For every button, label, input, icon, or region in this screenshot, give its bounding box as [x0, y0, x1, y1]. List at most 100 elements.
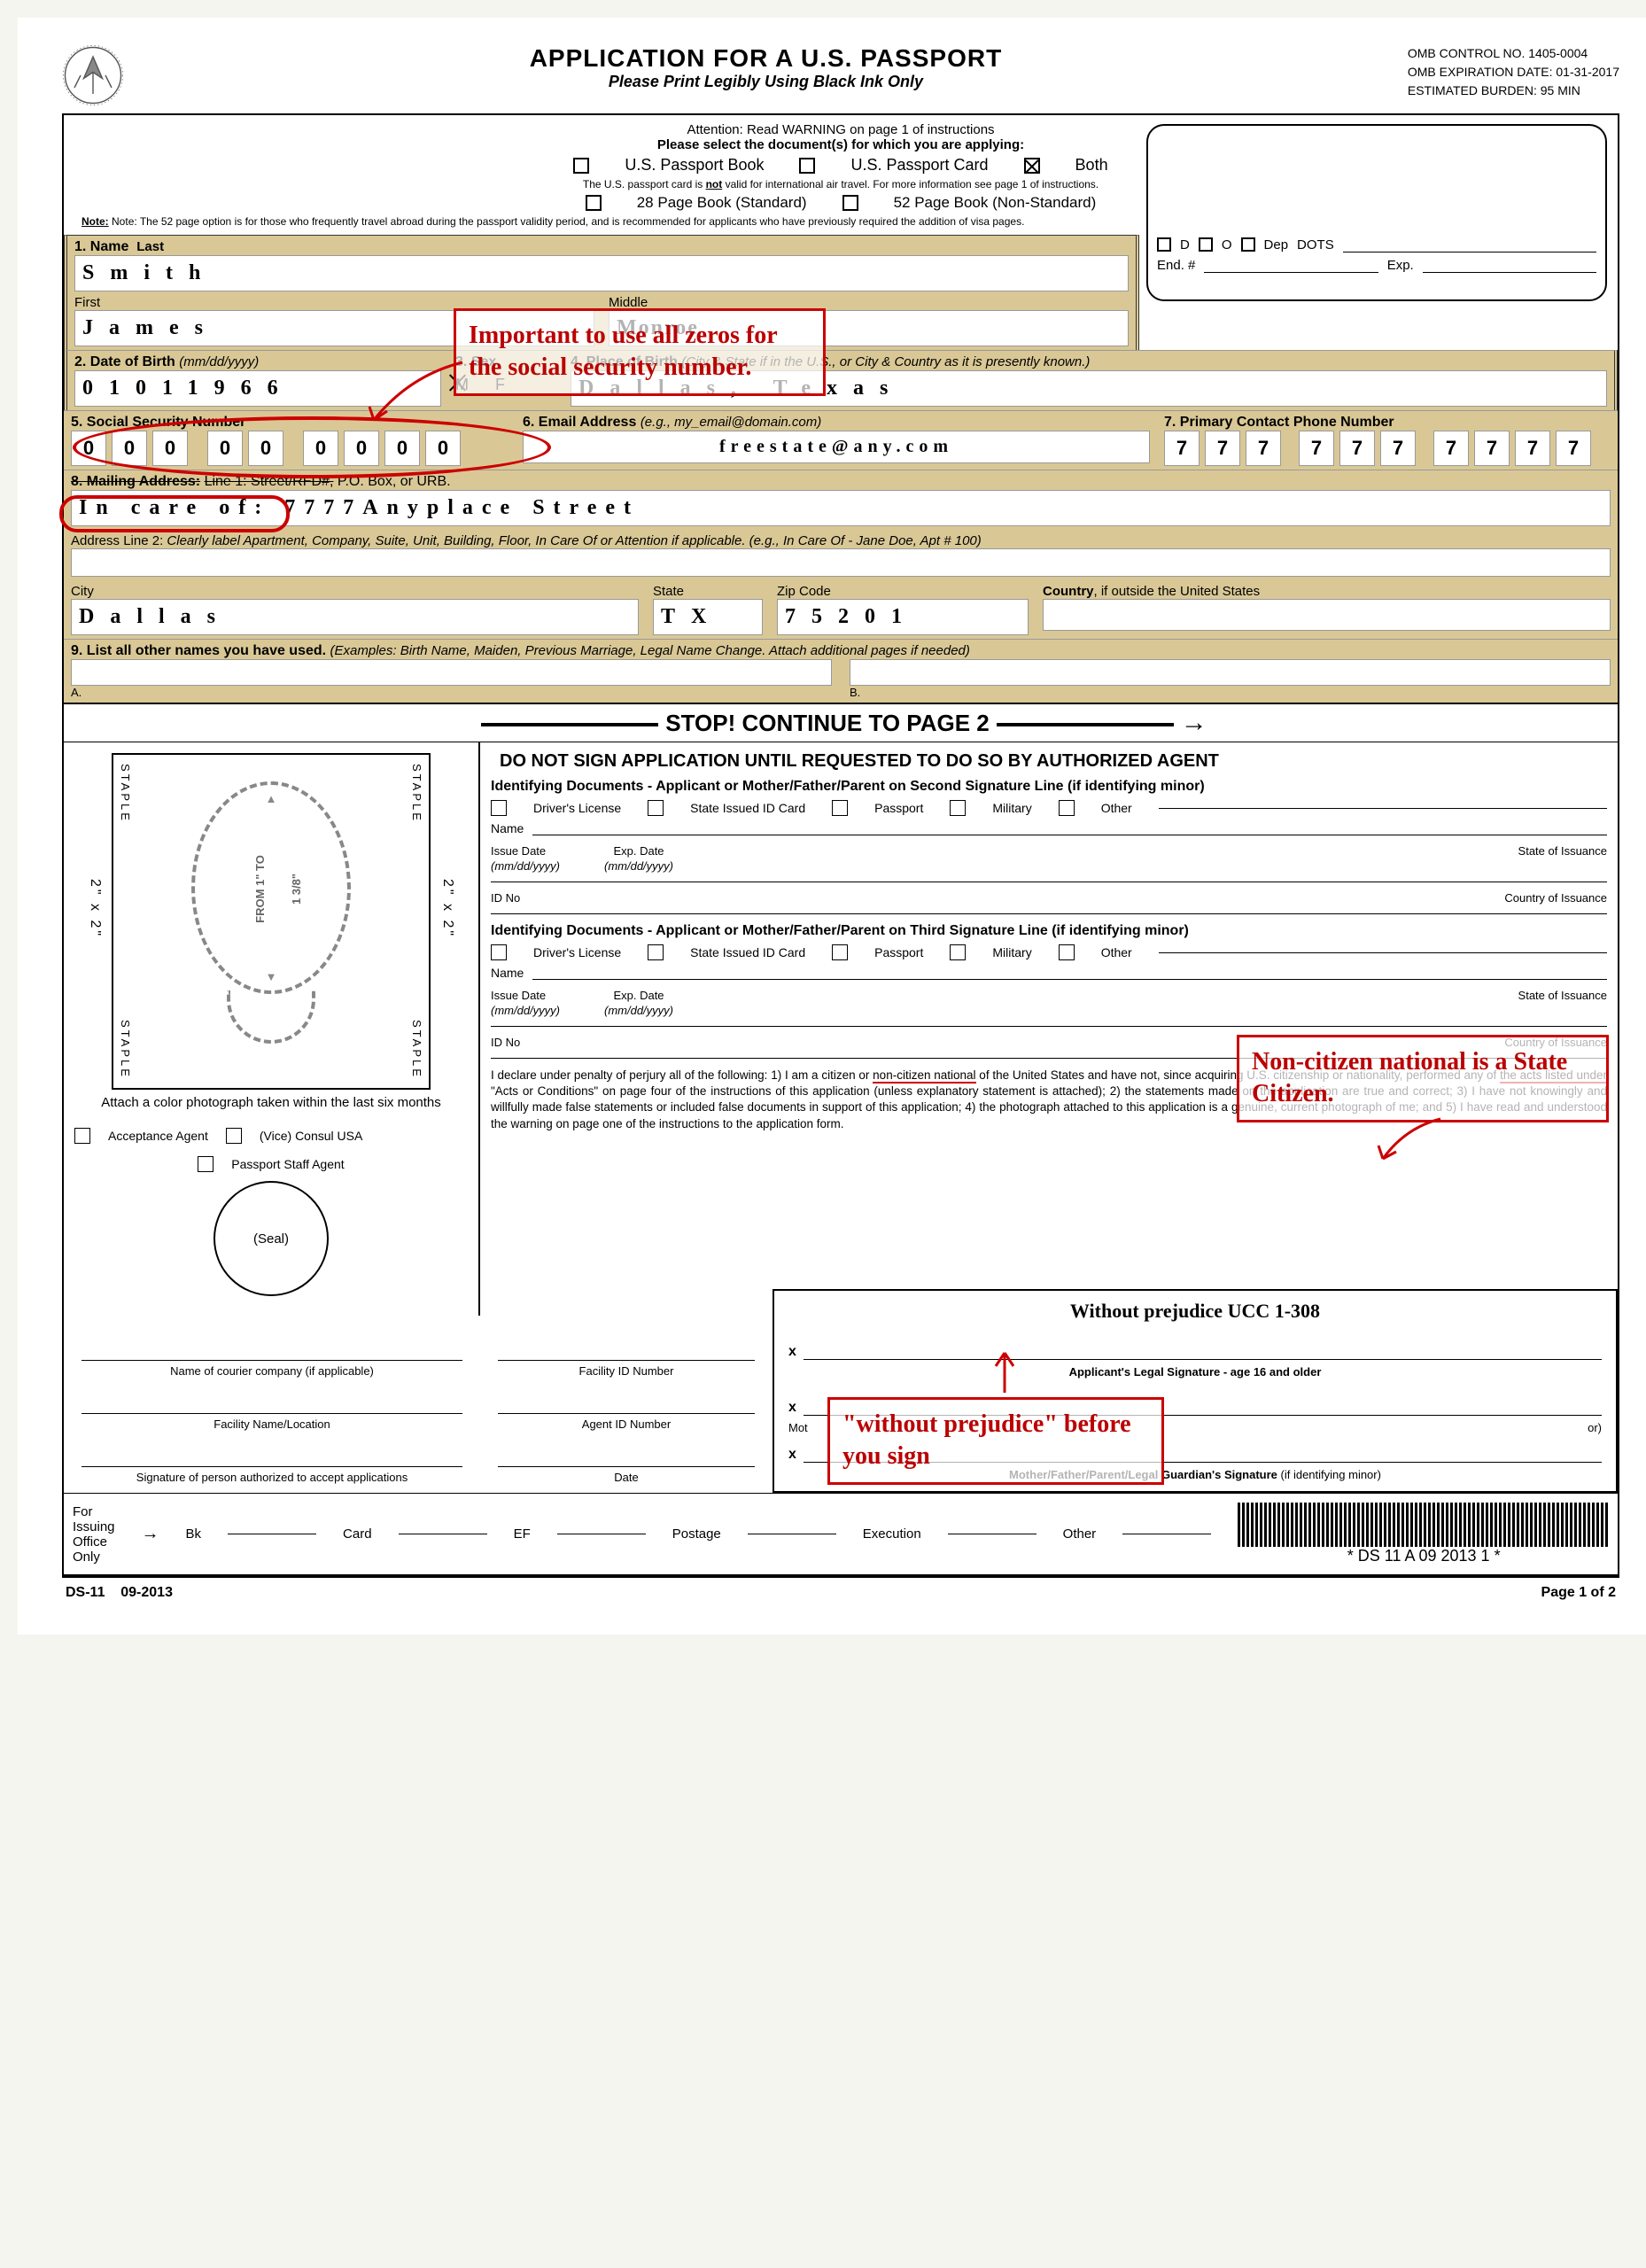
input-auth-signature[interactable] — [82, 1466, 462, 1467]
checkbox-52page[interactable] — [842, 195, 858, 211]
input-date[interactable] — [498, 1466, 755, 1467]
input-address-line2[interactable] — [71, 548, 1611, 577]
checkbox-dl-1[interactable] — [491, 800, 507, 816]
phone-digit[interactable]: 7 — [1299, 431, 1334, 466]
input-state[interactable]: TX — [653, 599, 763, 635]
input-id-name-1[interactable] — [532, 821, 1607, 835]
label-courier: Name of courier company (if applicable) — [82, 1364, 462, 1378]
label-dob: 2. Date of Birth (mm/dd/yyyy) — [74, 354, 259, 369]
annotation-ssn: Important to use all zeros for the socia… — [454, 308, 826, 396]
input-facility-id[interactable] — [498, 1360, 755, 1361]
checkbox-both[interactable] — [1024, 158, 1040, 174]
phone-digit[interactable]: 7 — [1515, 431, 1550, 466]
issuing-office-row: For Issuing Office Only→ Bk Card EF Post… — [64, 1493, 1618, 1574]
checkbox-28page[interactable] — [586, 195, 602, 211]
checkbox-dl-2[interactable] — [491, 944, 507, 960]
form-revision: 09-2013 — [120, 1585, 173, 1600]
checkbox-military-2[interactable] — [950, 944, 966, 960]
input-id-name-2[interactable] — [532, 966, 1607, 980]
section-dob-sex-pob: 2. Date of Birth (mm/dd/yyyy) 01011966 3… — [64, 350, 1618, 410]
phone-digit[interactable]: 7 — [1433, 431, 1469, 466]
phone-digit[interactable]: 7 — [1246, 431, 1281, 466]
label-zip: Zip Code — [777, 584, 831, 599]
department-use-box: D O Dep DOTS End. # Exp. — [1146, 124, 1607, 301]
omb-block: OMB CONTROL NO. 1405-0004 OMB EXPIRATION… — [1408, 44, 1619, 100]
phone-digit[interactable]: 7 — [1474, 431, 1510, 466]
photo-placeholder: STAPLE STAPLE STAPLE STAPLE 2" x 2" 2" x… — [112, 753, 431, 1090]
annotation-noncitizen: Non-citizen national is a State Citizen. — [1237, 1035, 1609, 1122]
page-number: Page 1 of 2 — [1541, 1585, 1616, 1601]
passport-form-page: APPLICATION FOR A U.S. PASSPORT Please P… — [18, 18, 1646, 1635]
phone-digit[interactable]: 7 — [1380, 431, 1416, 466]
checkbox-acceptance-agent[interactable] — [74, 1128, 90, 1144]
photo-size-left: 2" x 2" — [87, 879, 103, 938]
label-other-names: 9. List all other names you have used. (… — [71, 643, 970, 658]
checkbox-stateid-2[interactable] — [648, 944, 664, 960]
phone-digit[interactable]: 7 — [1164, 431, 1200, 466]
annotation-noncitizen-arrow — [1370, 1115, 1458, 1168]
label-state: State — [653, 584, 684, 599]
checkbox-passport-1[interactable] — [832, 800, 848, 816]
annotation-wp-arrow — [969, 1344, 1040, 1397]
input-facility-name[interactable] — [82, 1413, 462, 1414]
phone-digit[interactable]: 7 — [1339, 431, 1375, 466]
form-subtitle: Please Print Legibly Using Black Ink Onl… — [142, 73, 1390, 91]
label-address2: Address Line 2: Clearly label Apartment,… — [71, 533, 982, 548]
checkbox-vice-consul[interactable] — [226, 1128, 242, 1144]
label-52page: 52 Page Book (Non-Standard) — [894, 194, 1097, 212]
phone-digit[interactable]: 7 — [1205, 431, 1240, 466]
label-email: 6. Email Address (e.g., my_email@domain.… — [523, 415, 821, 430]
input-zip[interactable]: 75201 — [777, 599, 1029, 635]
checkbox-stateid-1[interactable] — [648, 800, 664, 816]
checkbox-d[interactable] — [1157, 237, 1171, 252]
checkbox-other-2[interactable] — [1059, 944, 1075, 960]
label-passport-book: U.S. Passport Book — [625, 156, 764, 175]
annotation-ssn-arrow — [356, 358, 480, 438]
input-agent-id[interactable] — [498, 1413, 755, 1414]
label-facility-id: Facility ID Number — [498, 1364, 755, 1378]
input-courier[interactable] — [82, 1360, 462, 1361]
us-seal-icon — [62, 44, 124, 106]
signature-box: Without prejudice UCC 1-308 x Applicant'… — [773, 1289, 1618, 1493]
label-both: Both — [1075, 156, 1108, 175]
photo-caption: Attach a color photograph taken within t… — [74, 1095, 468, 1110]
input-address-line1[interactable]: In care of: 7777Anyplace Street — [71, 490, 1611, 526]
input-othername-a[interactable] — [71, 659, 832, 686]
input-last-name[interactable]: Smith — [74, 255, 1129, 291]
checkbox-passport-2[interactable] — [832, 944, 848, 960]
without-prejudice-text: Without prejudice UCC 1-308 — [788, 1300, 1602, 1323]
input-email[interactable]: freestate@any.com — [523, 431, 1150, 463]
checkbox-military-1[interactable] — [950, 800, 966, 816]
input-othername-b[interactable] — [850, 659, 1611, 686]
checkbox-o[interactable] — [1199, 237, 1213, 252]
lower-section: STAPLE STAPLE STAPLE STAPLE 2" x 2" 2" x… — [64, 742, 1618, 1316]
label-city: City — [71, 584, 94, 599]
input-phone[interactable]: 7777777777 — [1164, 431, 1611, 466]
checkbox-passport-card[interactable] — [799, 158, 815, 174]
input-country[interactable] — [1043, 599, 1611, 631]
barcode-text: * DS 11 A 09 2013 1 * — [1238, 1547, 1610, 1565]
footer: DS-11 09-2013 Page 1 of 2 — [62, 1576, 1619, 1608]
omb-expiration: OMB EXPIRATION DATE: 01-31-2017 — [1408, 63, 1619, 82]
form-title: APPLICATION FOR A U.S. PASSPORT — [142, 44, 1390, 73]
label-phone: 7. Primary Contact Phone Number — [1164, 415, 1394, 430]
label-first: First — [74, 295, 100, 310]
signature-line-applicant[interactable] — [804, 1359, 1602, 1360]
section-other-names: 9. List all other names you have used. (… — [64, 639, 1618, 703]
annotation-incareof-oval — [59, 495, 290, 532]
checkbox-staff-agent[interactable] — [198, 1156, 214, 1172]
label-applicant-sig: Applicant's Legal Signature - age 16 and… — [788, 1365, 1602, 1379]
header: APPLICATION FOR A U.S. PASSPORT Please P… — [62, 44, 1619, 106]
annotation-wp: "without prejudice" before you sign — [827, 1397, 1164, 1485]
label-facility-name: Facility Name/Location — [82, 1418, 462, 1431]
document-selection: Attention: Read WARNING on page 1 of ins… — [64, 115, 1618, 235]
input-city[interactable]: Dallas — [71, 599, 639, 635]
checkbox-passport-book[interactable] — [573, 158, 589, 174]
section-address: 8. Mailing Address: Line 1: Street/RFD#,… — [64, 470, 1618, 639]
checkbox-other-1[interactable] — [1059, 800, 1075, 816]
seal-placeholder: (Seal) — [214, 1181, 329, 1296]
phone-digit[interactable]: 7 — [1556, 431, 1591, 466]
section-ssn-email-phone: 5. Social Security Number 000000000 6. E… — [64, 410, 1618, 470]
label-auth-signature: Signature of person authorized to accept… — [82, 1471, 462, 1484]
checkbox-dep[interactable] — [1241, 237, 1255, 252]
